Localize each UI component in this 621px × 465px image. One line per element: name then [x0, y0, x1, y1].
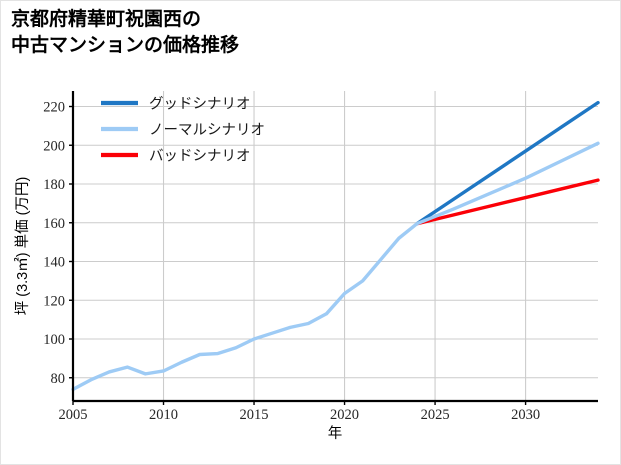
legend-label-normal: ノーマルシナリオ	[149, 123, 265, 139]
x-tick-label: 2005	[59, 407, 88, 423]
series-line-グッドシナリオ	[415, 100, 600, 226]
y-tick-label: 140	[43, 255, 65, 271]
x-tick-label: 2015	[240, 407, 269, 423]
x-tick-label: 2030	[511, 407, 540, 423]
x-tick-label: 2020	[330, 407, 359, 423]
title-line-1: 京都府精華町祝園西の	[11, 9, 202, 30]
x-tick-label: 2010	[149, 407, 178, 423]
series-lines	[71, 100, 600, 392]
series-line-バッドシナリオ	[415, 178, 600, 226]
y-axis-title: 坪 (3.3㎡) 単価 (万円)	[14, 177, 31, 316]
gridlines	[72, 91, 598, 401]
legend-label-good: グッドシナリオ	[149, 96, 251, 113]
y-tick-label: 120	[43, 293, 65, 309]
title-line-2: 中古マンションの価格推移	[11, 35, 240, 57]
y-tick-label: 220	[43, 100, 65, 116]
x-tick-label: 2025	[421, 407, 450, 423]
y-axis-tick-labels: 80 100 120 140 160 180 200 220	[43, 100, 73, 387]
y-tick-label: 180	[43, 177, 65, 193]
y-tick-label: 160	[43, 216, 65, 232]
y-tick-label: 80	[51, 371, 66, 387]
axis-frame	[71, 91, 598, 403]
series-line-ノーマルシナリオ	[71, 141, 600, 392]
x-axis-title: 年	[328, 425, 343, 442]
legend-label-bad: バッドシナリオ	[149, 149, 251, 165]
x-axis-tick-labels: 2005 2010 2015 2020 2025 2030	[59, 401, 540, 423]
y-tick-label: 100	[43, 332, 65, 348]
page-title: 京都府精華町祝園西の中古マンションの価格推移	[11, 7, 571, 59]
y-tick-label: 200	[43, 138, 65, 154]
